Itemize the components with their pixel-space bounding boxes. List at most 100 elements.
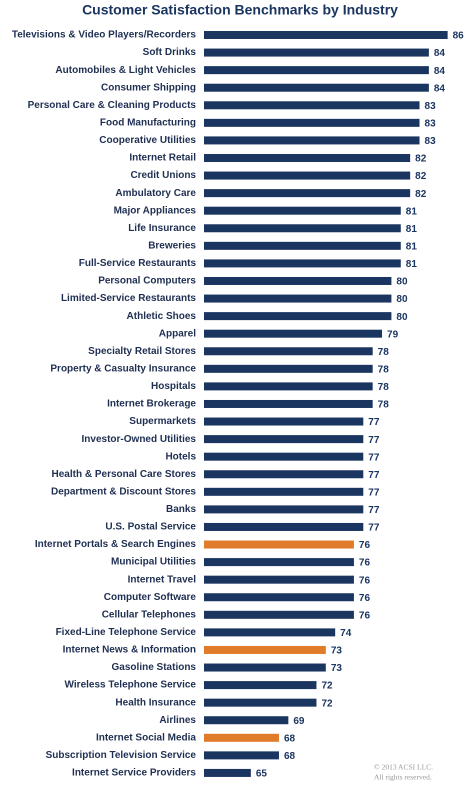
category-label: Banks (166, 504, 196, 515)
value-label: 76 (359, 540, 371, 551)
category-label: Ambulatory Care (115, 188, 196, 199)
value-label: 84 (434, 48, 446, 59)
category-label: Automobiles & Light Vehicles (55, 65, 196, 76)
value-label: 81 (406, 224, 418, 235)
bar (204, 681, 317, 690)
category-label: Investor-Owned Utilities (82, 434, 197, 445)
bar (204, 189, 411, 198)
bar (204, 645, 326, 654)
category-label: Apparel (159, 328, 196, 339)
bar (204, 347, 373, 356)
value-label: 82 (415, 154, 427, 165)
value-label: 73 (331, 646, 343, 657)
bar (204, 716, 289, 725)
footnote: © 2013 ACSI LLC. (374, 763, 433, 772)
bar (204, 470, 364, 479)
bar (204, 276, 392, 285)
category-label: Computer Software (104, 592, 197, 603)
bar (204, 382, 373, 391)
value-label: 79 (387, 329, 399, 340)
chart-title: Customer Satisfaction Benchmarks by Indu… (82, 2, 398, 18)
category-label: Municipal Utilities (111, 557, 196, 568)
bar (204, 663, 326, 672)
category-label: Televisions & Video Players/Recorders (12, 30, 197, 41)
bar (204, 66, 429, 75)
category-label: Breweries (148, 240, 196, 251)
category-label: Internet News & Information (63, 645, 196, 656)
value-label: 80 (396, 277, 408, 288)
value-label: 84 (434, 83, 446, 94)
bar (204, 31, 448, 39)
value-label: 80 (396, 294, 408, 305)
value-label: 83 (425, 101, 437, 112)
bar (204, 329, 383, 338)
value-label: 77 (368, 523, 380, 534)
value-label: 68 (284, 751, 296, 762)
value-label: 72 (321, 681, 333, 692)
value-label: 69 (293, 716, 305, 727)
category-label: U.S. Postal Service (105, 522, 196, 533)
value-label: 76 (359, 610, 371, 621)
footnote: All rights reserved. (374, 773, 432, 782)
category-label: Airlines (159, 715, 196, 726)
category-label: Personal Computers (98, 276, 196, 287)
bar (204, 768, 251, 777)
category-label: Athletic Shoes (127, 311, 197, 322)
bar (204, 364, 373, 373)
bar (204, 399, 373, 408)
category-label: Property & Casualty Insurance (50, 363, 196, 374)
value-label: 76 (359, 558, 371, 569)
value-label: 78 (378, 382, 390, 393)
value-label: 73 (331, 663, 343, 674)
category-label: Internet Travel (128, 574, 197, 585)
bar (204, 83, 429, 92)
category-label: Limited-Service Restaurants (61, 293, 196, 304)
category-label: Supermarkets (129, 416, 196, 427)
value-label: 83 (425, 118, 437, 129)
bar (204, 101, 420, 110)
bar (204, 751, 279, 760)
value-label: 82 (415, 171, 427, 182)
value-label: 77 (368, 417, 380, 428)
bar (204, 241, 401, 250)
category-label: Major Appliances (114, 205, 197, 216)
value-label: 81 (406, 241, 418, 252)
value-label: 74 (340, 628, 352, 639)
value-label: 82 (415, 189, 427, 200)
bar (204, 505, 364, 514)
bar (204, 417, 364, 426)
bar (204, 452, 364, 461)
bar (204, 522, 364, 531)
category-label: Internet Social Media (96, 732, 196, 743)
category-label: Health & Personal Care Stores (52, 469, 197, 480)
category-label: Health Insurance (115, 697, 196, 708)
bar (204, 558, 354, 567)
category-label: Subscription Television Service (46, 750, 197, 761)
bar (204, 294, 392, 303)
bar (204, 118, 420, 127)
value-label: 76 (359, 593, 371, 604)
category-label: Personal Care & Cleaning Products (28, 100, 197, 111)
category-label: Credit Unions (130, 170, 196, 181)
value-label: 81 (406, 259, 418, 270)
bar (204, 593, 354, 602)
category-label: Consumer Shipping (101, 82, 196, 93)
value-label: 72 (321, 698, 333, 709)
bar (204, 610, 354, 619)
category-label: Soft Drinks (143, 47, 197, 58)
value-label: 81 (406, 206, 418, 217)
category-label: Internet Retail (129, 153, 196, 164)
bar (204, 628, 336, 637)
value-label: 77 (368, 505, 380, 516)
bar (204, 259, 401, 268)
bar (204, 224, 401, 233)
bar (204, 48, 429, 57)
category-label: Internet Brokerage (107, 399, 196, 410)
bar (204, 206, 401, 215)
value-label: 83 (425, 136, 437, 147)
value-label: 78 (378, 400, 390, 411)
category-label: Food Manufacturing (100, 117, 196, 128)
value-label: 77 (368, 435, 380, 446)
value-label: 78 (378, 364, 390, 375)
